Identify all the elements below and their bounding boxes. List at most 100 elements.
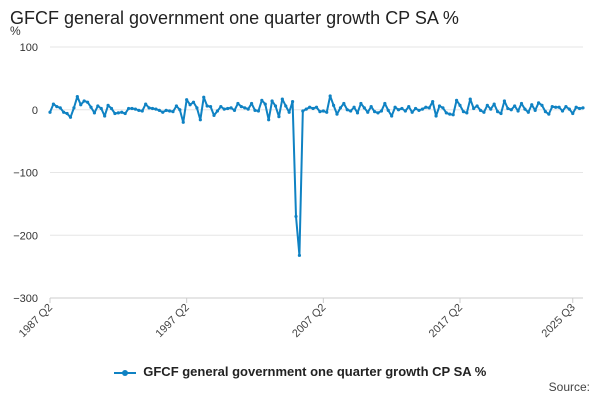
data-point[interactable] [321,109,325,113]
data-point[interactable] [226,106,230,111]
data-point[interactable] [246,107,250,111]
data-point[interactable] [130,106,134,111]
data-point[interactable] [492,102,496,106]
data-point[interactable] [147,106,151,110]
data-point[interactable] [123,111,127,116]
data-point[interactable] [72,106,76,110]
data-point[interactable] [106,103,110,107]
data-point[interactable] [383,101,387,106]
data-point[interactable] [540,103,544,107]
data-point[interactable] [51,102,56,106]
data-point[interactable] [352,105,356,109]
data-point[interactable] [536,101,541,105]
data-point[interactable] [65,111,69,116]
data-point[interactable] [308,105,312,109]
data-point[interactable] [167,109,172,113]
data-point[interactable] [164,108,168,112]
data-point[interactable] [195,106,199,110]
data-point[interactable] [472,106,476,111]
data-point[interactable] [48,110,52,114]
data-point[interactable] [386,108,390,112]
data-point[interactable] [92,111,97,115]
data-point[interactable] [140,109,144,113]
data-point[interactable] [355,111,360,115]
data-point[interactable] [239,105,243,109]
data-point[interactable] [325,110,329,114]
data-point[interactable] [420,107,425,111]
data-point[interactable] [502,99,507,103]
data-point[interactable] [277,115,281,119]
data-point[interactable] [362,106,366,110]
data-point[interactable] [437,104,442,108]
data-point[interactable] [99,106,103,111]
data-point[interactable] [475,104,479,108]
data-point[interactable] [550,105,554,109]
data-point[interactable] [533,108,537,112]
data-point[interactable] [284,104,288,108]
data-point[interactable] [318,110,322,114]
data-point[interactable] [461,110,466,114]
data-point[interactable] [431,99,435,104]
data-point[interactable] [126,106,131,111]
data-point[interactable] [150,106,155,111]
data-point[interactable] [157,108,161,112]
data-point[interactable] [342,101,346,106]
data-point[interactable] [390,114,394,118]
data-point[interactable] [161,110,165,114]
data-point[interactable] [393,105,397,109]
data-point[interactable] [413,106,418,111]
data-point[interactable] [335,112,339,116]
data-point[interactable] [465,111,469,115]
data-point[interactable] [181,120,185,124]
data-point[interactable] [523,107,527,111]
data-point[interactable] [424,105,428,109]
data-point[interactable] [366,110,370,114]
data-point[interactable] [516,109,520,113]
data-point[interactable] [543,110,548,114]
data-point[interactable] [116,111,120,115]
data-point[interactable] [113,111,117,116]
data-point[interactable] [369,105,373,109]
data-point[interactable] [372,110,377,114]
data-point[interactable] [560,109,565,113]
data-point[interactable] [249,101,254,106]
data-point[interactable] [499,111,503,116]
data-point[interactable] [294,214,298,219]
data-point[interactable] [243,106,247,110]
data-point[interactable] [58,106,62,110]
data-point[interactable] [75,94,79,99]
data-point[interactable] [171,110,175,114]
data-point[interactable] [581,106,585,110]
data-point[interactable] [444,111,448,115]
data-point[interactable] [448,112,452,116]
data-point[interactable] [451,113,455,117]
data-point[interactable] [458,103,462,107]
data-point[interactable] [208,105,213,109]
data-point[interactable] [273,104,278,108]
data-point[interactable] [191,100,196,104]
data-point[interactable] [547,112,551,116]
data-point[interactable] [89,105,93,109]
data-point[interactable] [526,110,530,114]
data-point[interactable] [577,106,582,111]
data-point[interactable] [410,110,414,114]
data-point[interactable] [506,106,510,111]
data-point[interactable] [468,97,472,101]
data-point[interactable] [79,103,83,107]
data-point[interactable] [441,106,445,110]
data-point[interactable] [290,99,295,104]
data-point[interactable] [267,118,271,122]
data-point[interactable] [567,107,571,111]
data-point[interactable] [478,108,483,112]
data-point[interactable] [495,110,500,114]
data-point[interactable] [349,109,353,113]
data-point[interactable] [133,107,138,111]
data-point[interactable] [144,102,148,106]
data-point[interactable] [260,98,264,102]
data-point[interactable] [202,95,206,99]
data-point[interactable] [198,118,202,122]
data-point[interactable] [96,104,100,108]
data-point[interactable] [301,109,305,113]
data-point[interactable] [236,101,240,106]
data-point[interactable] [222,107,226,111]
